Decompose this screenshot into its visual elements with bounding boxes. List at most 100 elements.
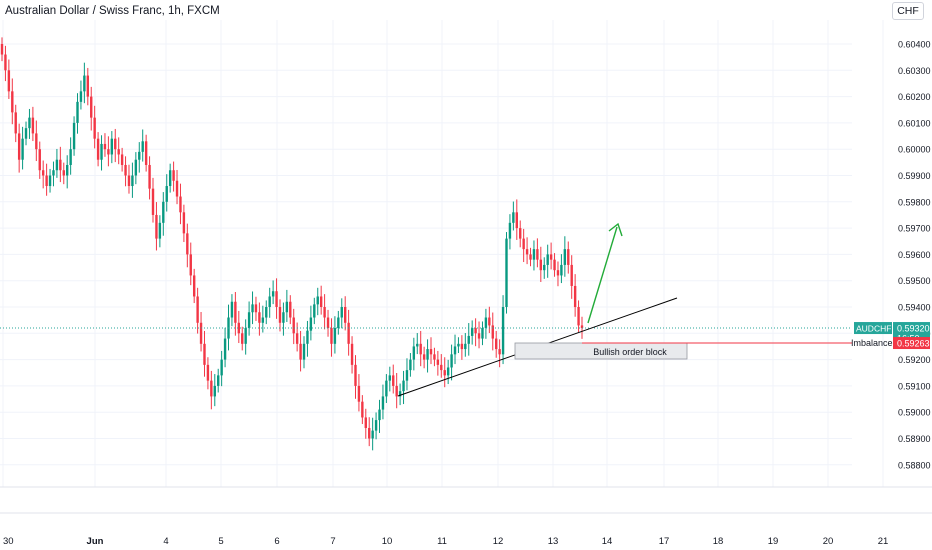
candle-body bbox=[577, 307, 580, 326]
candle-body bbox=[103, 143, 107, 150]
candle-body bbox=[388, 375, 392, 381]
candle-body bbox=[553, 259, 556, 271]
candle-body bbox=[220, 359, 223, 376]
candle-body bbox=[275, 291, 278, 307]
candle-body bbox=[323, 307, 326, 318]
time-tick-label: 11 bbox=[437, 536, 447, 547]
candle-body bbox=[172, 170, 175, 181]
candle-body bbox=[501, 307, 505, 355]
price-tick-label: 0.59900 bbox=[898, 171, 931, 181]
candle-body bbox=[474, 328, 477, 334]
candle-body bbox=[429, 349, 433, 355]
candle-body bbox=[292, 317, 295, 334]
candle-body bbox=[165, 186, 168, 202]
order-block-label: Bullish order block bbox=[593, 347, 667, 357]
candle-body bbox=[525, 249, 529, 255]
currency-button[interactable]: CHF bbox=[892, 2, 924, 20]
level-price-label: 0.59263 bbox=[897, 339, 930, 349]
time-tick-label: 5 bbox=[218, 536, 223, 547]
candle-body bbox=[470, 328, 474, 336]
candle-body bbox=[457, 343, 460, 347]
candle-body bbox=[151, 188, 155, 215]
time-tick-label: 7 bbox=[330, 536, 335, 547]
candle-body bbox=[295, 333, 299, 344]
price-tick-label: 0.58900 bbox=[898, 434, 931, 444]
candle-body bbox=[398, 391, 402, 397]
candle-body bbox=[326, 317, 330, 329]
candle-body bbox=[17, 133, 21, 160]
candle-body bbox=[433, 354, 436, 360]
candle-body bbox=[350, 343, 354, 365]
candle-body bbox=[488, 317, 491, 326]
price-tick-label: 0.60000 bbox=[898, 145, 931, 155]
candle-body bbox=[443, 370, 446, 376]
level-price-tag-bg bbox=[893, 337, 930, 350]
candle-body bbox=[28, 117, 31, 129]
candle-body bbox=[560, 264, 563, 276]
candle-body bbox=[419, 343, 422, 355]
candle-body bbox=[247, 312, 251, 329]
candle-body bbox=[512, 212, 515, 223]
arrow-head bbox=[608, 222, 623, 237]
candle-body bbox=[83, 75, 86, 92]
grid-lines bbox=[0, 20, 932, 514]
candle-body bbox=[254, 304, 258, 313]
candle-body bbox=[378, 409, 381, 421]
candle-body bbox=[546, 254, 549, 265]
candle-body bbox=[86, 75, 89, 97]
candle-body bbox=[268, 296, 271, 307]
candle-body bbox=[271, 291, 275, 297]
time-scale[interactable]: 30 Jun 4 5 6 7 10 11 12 13 14 17 18 19 20 21 bbox=[3, 536, 888, 547]
candle-body bbox=[340, 307, 343, 318]
candle-body bbox=[436, 359, 440, 365]
candle-body bbox=[158, 222, 162, 239]
candle-body bbox=[302, 343, 306, 360]
candle-body bbox=[59, 159, 62, 171]
candle-body bbox=[114, 138, 117, 150]
candle-body bbox=[76, 101, 79, 123]
candle-body bbox=[299, 343, 302, 360]
candle-body bbox=[460, 343, 464, 350]
price-scale[interactable]: 0.60400 0.60300 0.60200 0.60100 0.60000 0.599… bbox=[854, 40, 931, 471]
candle-body bbox=[385, 380, 388, 397]
price-tick-label: 0.59700 bbox=[898, 224, 931, 234]
candle-body bbox=[182, 212, 186, 234]
candle-body bbox=[422, 354, 426, 360]
time-tick-label: 12 bbox=[493, 536, 504, 547]
candle-body bbox=[477, 333, 481, 339]
candle-body bbox=[306, 330, 309, 344]
candle-body bbox=[515, 212, 518, 229]
time-tick-label: Jun bbox=[87, 536, 104, 547]
candle-body bbox=[251, 304, 254, 313]
candle-body bbox=[412, 346, 416, 360]
candle-body bbox=[31, 117, 35, 134]
candle-body bbox=[539, 259, 543, 271]
candle-body bbox=[381, 396, 385, 410]
symbol-tag: AUDCHF bbox=[856, 324, 891, 334]
candle-body bbox=[409, 359, 412, 371]
candle-body bbox=[519, 228, 522, 239]
candle-body bbox=[110, 138, 114, 155]
candle-body bbox=[495, 338, 498, 350]
price-tick-label: 0.59200 bbox=[898, 355, 931, 365]
candle-body bbox=[120, 154, 124, 165]
candle-body bbox=[464, 343, 467, 350]
candle-body bbox=[100, 143, 103, 160]
candle-body bbox=[107, 149, 110, 155]
candle-body bbox=[453, 346, 457, 355]
candle-body bbox=[416, 343, 419, 347]
candle-body bbox=[189, 254, 192, 276]
time-tick-label: 14 bbox=[602, 536, 613, 547]
candle-body bbox=[392, 375, 395, 386]
candle-body bbox=[354, 364, 357, 386]
candle-body bbox=[90, 96, 93, 118]
candle-body bbox=[141, 141, 144, 152]
candle-body bbox=[96, 138, 100, 160]
candle-body bbox=[491, 325, 494, 339]
candle-body bbox=[278, 307, 282, 323]
candle-body bbox=[402, 380, 405, 392]
candle-body bbox=[179, 196, 182, 213]
candle-body bbox=[522, 238, 525, 250]
price-tick-label: 0.59600 bbox=[898, 250, 931, 260]
